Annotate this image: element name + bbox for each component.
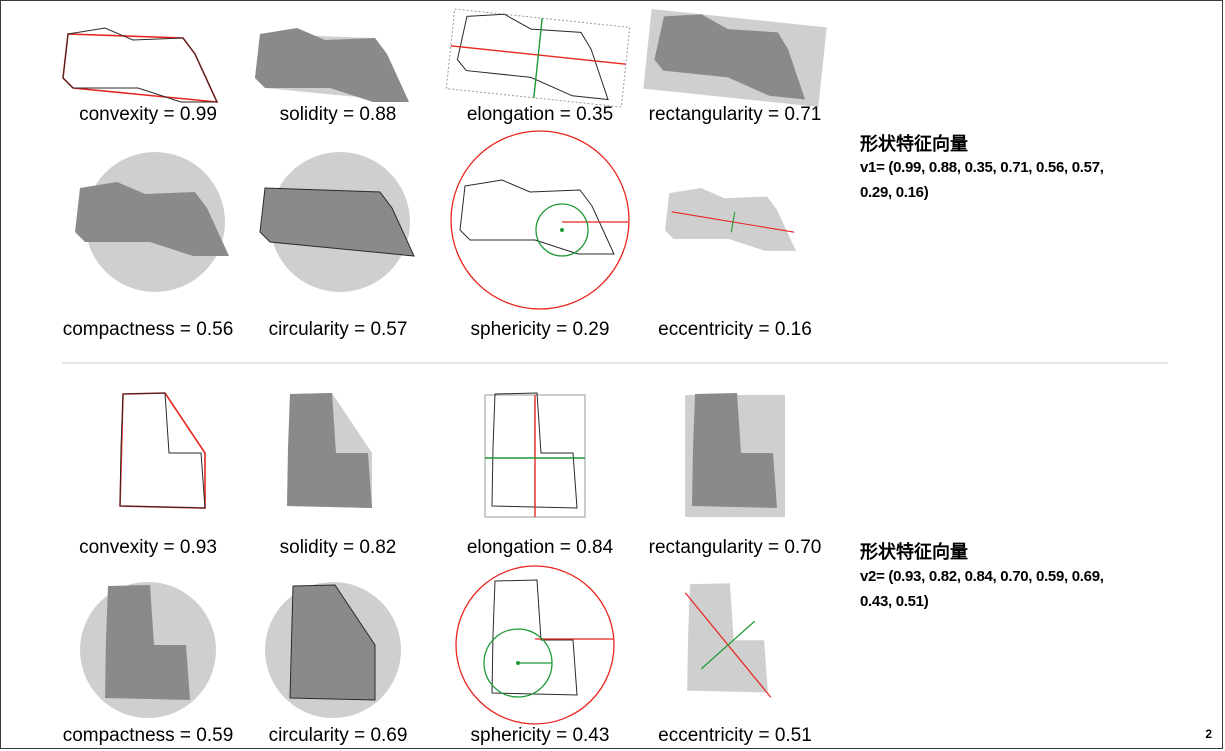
elongation-figure-1 [445, 8, 631, 108]
rectangularity-figure-2 [685, 393, 785, 517]
rectangularity-label: rectangularity = 0.70 [649, 537, 822, 558]
rectangularity-label: rectangularity = 0.71 [649, 104, 822, 125]
solidity-label: solidity = 0.88 [280, 104, 397, 125]
compactness-figure-1 [75, 152, 229, 292]
elongation-figure-2 [484, 392, 586, 518]
vector-line: 0.43, 0.51) [860, 593, 929, 610]
vector-heading: 形状特征向量 [860, 133, 968, 154]
feature-vector-1: 形状特征向量 v1= (0.99, 0.88, 0.35, 0.71, 0.56… [860, 133, 1104, 201]
circularity-label: circularity = 0.57 [269, 319, 408, 340]
compactness-label: compactness = 0.56 [63, 319, 234, 340]
eccentricity-label: eccentricity = 0.16 [658, 319, 812, 340]
labels-section-1: convexity = 0.99 solidity = 0.88 elongat… [63, 104, 822, 340]
compactness-label: compactness = 0.59 [63, 725, 234, 746]
page-number: 2 [1205, 727, 1212, 741]
convexity-label: convexity = 0.99 [79, 104, 217, 125]
eccentricity-figure-2 [684, 583, 772, 698]
elongation-label: elongation = 0.35 [467, 104, 613, 125]
sphericity-figure-2 [455, 565, 615, 725]
vector-heading: 形状特征向量 [860, 541, 968, 562]
feature-vector-2: 形状特征向量 v2= (0.93, 0.82, 0.84, 0.70, 0.59… [860, 541, 1104, 610]
solidity-label: solidity = 0.82 [280, 537, 397, 558]
solidity-figure-1 [255, 28, 409, 102]
convexity-figure-1 [62, 27, 218, 103]
sphericity-label: sphericity = 0.43 [471, 725, 610, 746]
circularity-label: circularity = 0.69 [269, 725, 408, 746]
eccentricity-figure-1 [665, 188, 796, 251]
compactness-figure-2 [80, 582, 216, 718]
solidity-figure-2 [287, 393, 372, 508]
labels-section-2: convexity = 0.93 solidity = 0.82 elongat… [63, 537, 822, 746]
vector-line: v1= (0.99, 0.88, 0.35, 0.71, 0.56, 0.57, [860, 159, 1104, 176]
rectangularity-figure-1 [643, 9, 827, 107]
circularity-figure-2 [265, 582, 401, 718]
elongation-label: elongation = 0.84 [467, 537, 614, 558]
sphericity-label: sphericity = 0.29 [471, 319, 610, 340]
sphericity-figure-1 [450, 130, 630, 310]
vector-line: 0.29, 0.16) [860, 184, 929, 201]
convexity-label: convexity = 0.93 [79, 537, 217, 558]
eccentricity-label: eccentricity = 0.51 [658, 725, 812, 746]
circularity-figure-1 [259, 152, 415, 292]
convexity-figure-2 [119, 392, 206, 509]
vector-line: v2= (0.93, 0.82, 0.84, 0.70, 0.59, 0.69, [860, 568, 1104, 585]
